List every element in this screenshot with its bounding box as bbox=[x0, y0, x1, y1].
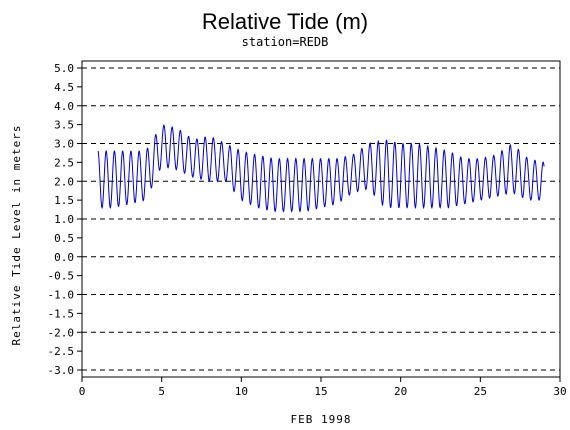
chart-title: Relative Tide (m) bbox=[202, 9, 368, 34]
y-tick-label-16: 5.0 bbox=[54, 62, 74, 75]
y-tick-label-4: -1.0 bbox=[48, 289, 75, 302]
y-tick-label-3: -1.5 bbox=[48, 307, 75, 320]
y-tick-label-13: 3.5 bbox=[54, 119, 74, 132]
y-tick-label-14: 4.0 bbox=[54, 100, 74, 113]
y-tick-label-10: 2.0 bbox=[54, 175, 74, 188]
y-tick-label-9: 1.5 bbox=[54, 194, 74, 207]
x-axis: 0 5 10 15 20 25 30 bbox=[79, 377, 567, 398]
y-tick-label-2: -2.0 bbox=[48, 326, 75, 339]
y-tick-label-11: 2.5 bbox=[54, 156, 74, 169]
x-tick-label-5: 25 bbox=[474, 385, 487, 398]
y-tick-label-0: -3.0 bbox=[48, 364, 75, 377]
y-tick-label-7: 0.5 bbox=[54, 232, 74, 245]
y-tick-label-5: -0.5 bbox=[48, 270, 75, 283]
x-tick-label-6: 30 bbox=[553, 385, 566, 398]
gridlines bbox=[82, 67, 560, 371]
x-tick-label-2: 10 bbox=[235, 385, 248, 398]
x-axis-label: FEB 1998 bbox=[291, 413, 352, 426]
y-tick-label-6: 0.0 bbox=[54, 251, 74, 264]
x-tick-label-0: 0 bbox=[79, 385, 86, 398]
x-tick-label-3: 15 bbox=[314, 385, 327, 398]
y-tick-label-12: 3.0 bbox=[54, 138, 74, 151]
x-tick-label-1: 5 bbox=[158, 385, 165, 398]
y-tick-label-15: 4.5 bbox=[54, 81, 74, 94]
y-axis-label: Relative Tide Level in meters bbox=[10, 124, 23, 345]
y-axis: -3.0 -2.5 -2.0 -1.5 -1.0 -0.5 0.0 0.5 1.0 1.5 2.0 2… bbox=[48, 62, 82, 377]
series-line-tide bbox=[97, 124, 545, 213]
y-tick-label-1: -2.5 bbox=[48, 345, 75, 358]
x-tick-label-4: 20 bbox=[394, 385, 407, 398]
chart-subtitle: station=REDB bbox=[242, 35, 329, 49]
y-tick-label-8: 1.0 bbox=[54, 213, 74, 226]
